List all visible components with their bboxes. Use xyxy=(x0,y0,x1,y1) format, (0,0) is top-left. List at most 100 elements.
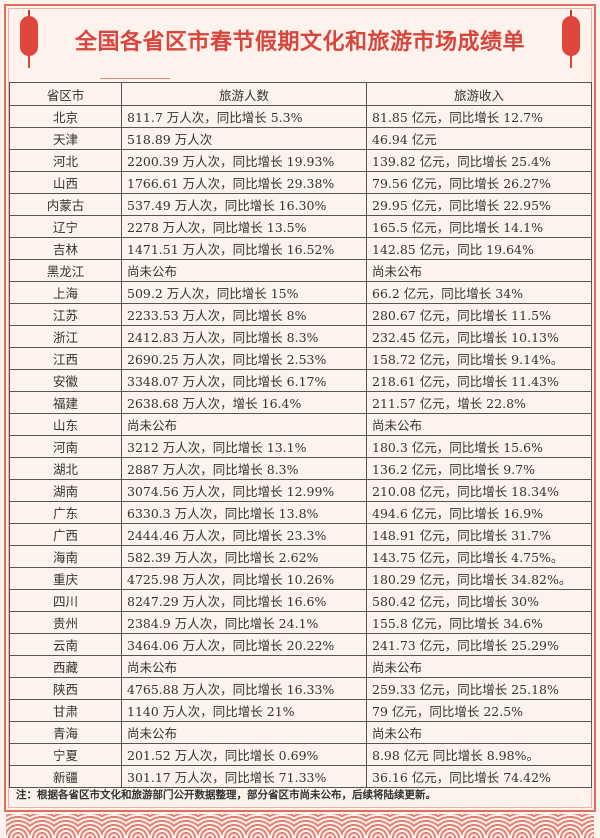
province-cell: 西藏 xyxy=(9,655,122,678)
visitors-cell: 尚未公布 xyxy=(121,259,367,282)
province-cell: 河南 xyxy=(9,435,122,458)
table-header-row: 省区市 旅游人数 旅游收入 xyxy=(9,82,592,106)
revenue-cell: 155.8 亿元，同比增长 34.6% xyxy=(366,611,592,634)
province-cell: 广西 xyxy=(9,523,122,546)
visitors-cell: 201.52 万人次，同比增长 0.69% xyxy=(121,743,367,766)
visitors-cell: 6330.3 万人次，同比增长 13.8% xyxy=(121,501,367,524)
province-cell: 青海 xyxy=(9,721,122,744)
province-cell: 安徽 xyxy=(9,369,122,392)
visitors-cell: 2278 万人次，同比增长 13.5% xyxy=(121,215,367,238)
visitors-cell: 2200.39 万人次，同比增长 19.93% xyxy=(121,149,367,172)
province-cell: 江西 xyxy=(9,347,122,370)
table-row: 河南 3212 万人次，同比增长 13.1% 180.3 亿元，同比增长 15.6% xyxy=(9,435,592,458)
province-cell: 新疆 xyxy=(9,765,122,788)
revenue-cell: 211.57 亿元，增长 22.8% xyxy=(366,391,592,414)
province-cell: 广东 xyxy=(9,501,122,524)
province-cell: 宁夏 xyxy=(9,743,122,766)
table-row: 陕西 4765.88 万人次，同比增长 16.33% 259.33 亿元，同比增长 … xyxy=(9,677,592,700)
visitors-cell: 尚未公布 xyxy=(121,413,367,436)
revenue-cell: 139.82 亿元，同比增长 25.4% xyxy=(366,149,592,172)
visitors-cell: 3348.07 万人次，同比增长 6.17% xyxy=(121,369,367,392)
visitors-cell: 8247.29 万人次，同比增长 16.6% xyxy=(121,589,367,612)
province-cell: 福建 xyxy=(9,391,122,414)
province-cell: 湖南 xyxy=(9,479,122,502)
decorative-frame xyxy=(4,4,596,812)
province-cell: 吉林 xyxy=(9,237,122,260)
table-row: 天津 518.89 万人次 46.94 亿元 xyxy=(9,127,592,150)
province-cell: 江苏 xyxy=(9,303,122,326)
visitors-cell: 尚未公布 xyxy=(121,655,367,678)
revenue-cell: 36.16 亿元，同比增长 74.42% xyxy=(366,765,592,788)
revenue-cell: 尚未公布 xyxy=(366,259,592,282)
province-cell: 黑龙江 xyxy=(9,259,122,282)
visitors-cell: 3212 万人次，同比增长 13.1% xyxy=(121,435,367,458)
revenue-cell: 136.2 亿元，同比增长 9.7% xyxy=(366,457,592,480)
visitors-cell: 2638.68 万人次，增长 16.4% xyxy=(121,391,367,414)
visitors-cell: 2444.46 万人次，同比增长 23.3% xyxy=(121,523,367,546)
visitors-cell: 811.7 万人次，同比增长 5.3% xyxy=(121,105,367,128)
province-cell: 北京 xyxy=(9,105,122,128)
table-row: 江西 2690.25 万人次，同比增长 2.53% 158.72 亿元，同比增长 9… xyxy=(9,347,592,370)
revenue-cell: 29.95 亿元，同比增长 22.95% xyxy=(366,193,592,216)
province-cell: 甘肃 xyxy=(9,699,122,722)
footnote: 注：根据各省区市文化和旅游部门公开数据整理，部分省区市尚未公布，后续将陆续更新。 xyxy=(16,789,436,801)
revenue-cell: 165.5 亿元，同比增长 14.1% xyxy=(366,215,592,238)
visitors-cell: 4765.88 万人次，同比增长 16.33% xyxy=(121,677,367,700)
revenue-cell: 210.08 亿元，同比增长 18.34% xyxy=(366,479,592,502)
visitors-cell: 2384.9 万人次，同比增长 24.1% xyxy=(121,611,367,634)
visitors-cell: 2233.53 万人次，同比增长 8% xyxy=(121,303,367,326)
visitors-cell: 3074.56 万人次，同比增长 12.99% xyxy=(121,479,367,502)
table-row: 山东 尚未公布 尚未公布 xyxy=(9,413,592,436)
table-body: 北京 811.7 万人次，同比增长 5.3% 81.85 亿元，同比增长 12.7%… xyxy=(9,105,592,788)
table-row: 广东 6330.3 万人次，同比增长 13.8% 494.6 亿元，同比增长 16.… xyxy=(9,501,592,524)
revenue-cell: 142.85 亿元，同比 19.64% xyxy=(366,237,592,260)
table-row: 内蒙古 537.49 万人次，同比增长 16.30% 29.95 亿元，同比增长 2… xyxy=(9,193,592,216)
table-row: 北京 811.7 万人次，同比增长 5.3% 81.85 亿元，同比增长 12.7% xyxy=(9,105,592,128)
province-cell: 海南 xyxy=(9,545,122,568)
page-title: 全国各省区市春节假期文化和旅游市场成绩单 xyxy=(74,30,525,55)
revenue-cell: 158.72 亿元，同比增长 9.14%。 xyxy=(366,347,592,370)
decorative-swirl xyxy=(100,78,170,79)
visitors-cell: 1140 万人次，同比增长 21% xyxy=(121,699,367,722)
table-row: 河北 2200.39 万人次，同比增长 19.93% 139.82 亿元，同比增长 … xyxy=(9,149,592,172)
revenue-cell: 尚未公布 xyxy=(366,721,592,744)
table-row: 青海 尚未公布 尚未公布 xyxy=(9,721,592,744)
province-cell: 内蒙古 xyxy=(9,193,122,216)
table-row: 西藏 尚未公布 尚未公布 xyxy=(9,655,592,678)
lantern-icon xyxy=(20,10,38,68)
table-row: 广西 2444.46 万人次，同比增长 23.3% 148.91 亿元，同比增长 3… xyxy=(9,523,592,546)
revenue-cell: 580.42 亿元，同比增长 30% xyxy=(366,589,592,612)
revenue-cell: 尚未公布 xyxy=(366,413,592,436)
table-row: 云南 3464.06 万人次，同比增长 20.22% 241.73 亿元，同比增长 … xyxy=(9,633,592,656)
table-row: 海南 582.39 万人次，同比增长 2.62% 143.75 亿元，同比增长 4.… xyxy=(9,545,592,568)
revenue-cell: 218.61 亿元，同比增长 11.43% xyxy=(366,369,592,392)
visitors-cell: 509.2 万人次，同比增长 15% xyxy=(121,281,367,304)
table-row: 新疆 301.17 万人次，同比增长 71.33% 36.16 亿元，同比增长 74… xyxy=(9,765,592,788)
revenue-cell: 66.2 亿元，同比增长 34% xyxy=(366,281,592,304)
revenue-cell: 81.85 亿元，同比增长 12.7% xyxy=(366,105,592,128)
tourism-results-table: 省区市 旅游人数 旅游收入 北京 811.7 万人次，同比增长 5.3% 81.85… xyxy=(9,82,592,788)
visitors-cell: 3464.06 万人次，同比增长 20.22% xyxy=(121,633,367,656)
table-row: 江苏 2233.53 万人次，同比增长 8% 280.67 亿元，同比增长 11.5… xyxy=(9,303,592,326)
header-province: 省区市 xyxy=(9,82,122,106)
province-cell: 浙江 xyxy=(9,325,122,348)
revenue-cell: 46.94 亿元 xyxy=(366,127,592,150)
header-revenue: 旅游收入 xyxy=(366,82,592,106)
table-row: 吉林 1471.51 万人次，同比增长 16.52% 142.85 亿元，同比 19… xyxy=(9,237,592,260)
revenue-cell: 148.91 亿元，同比增长 31.7% xyxy=(366,523,592,546)
decorative-inner-frame xyxy=(8,8,592,808)
table-row: 浙江 2412.83 万人次，同比增长 8.3% 232.45 亿元，同比增长 10… xyxy=(9,325,592,348)
header-visitors: 旅游人数 xyxy=(121,82,367,106)
visitors-cell: 2412.83 万人次，同比增长 8.3% xyxy=(121,325,367,348)
province-cell: 湖北 xyxy=(9,457,122,480)
table-row: 山西 1766.61 万人次，同比增长 29.38% 79.56 亿元，同比增长 2… xyxy=(9,171,592,194)
table-row: 黑龙江 尚未公布 尚未公布 xyxy=(9,259,592,282)
province-cell: 天津 xyxy=(9,127,122,150)
table-row: 湖北 2887 万人次，同比增长 8.3% 136.2 亿元，同比增长 9.7% xyxy=(9,457,592,480)
revenue-cell: 241.73 亿元，同比增长 25.29% xyxy=(366,633,592,656)
province-cell: 陕西 xyxy=(9,677,122,700)
revenue-cell: 180.29 亿元，同比增长 34.82%。 xyxy=(366,567,592,590)
visitors-cell: 4725.98 万人次，同比增长 10.26% xyxy=(121,567,367,590)
lantern-icon xyxy=(562,10,580,68)
table-row: 福建 2638.68 万人次，增长 16.4% 211.57 亿元，增长 22.8% xyxy=(9,391,592,414)
